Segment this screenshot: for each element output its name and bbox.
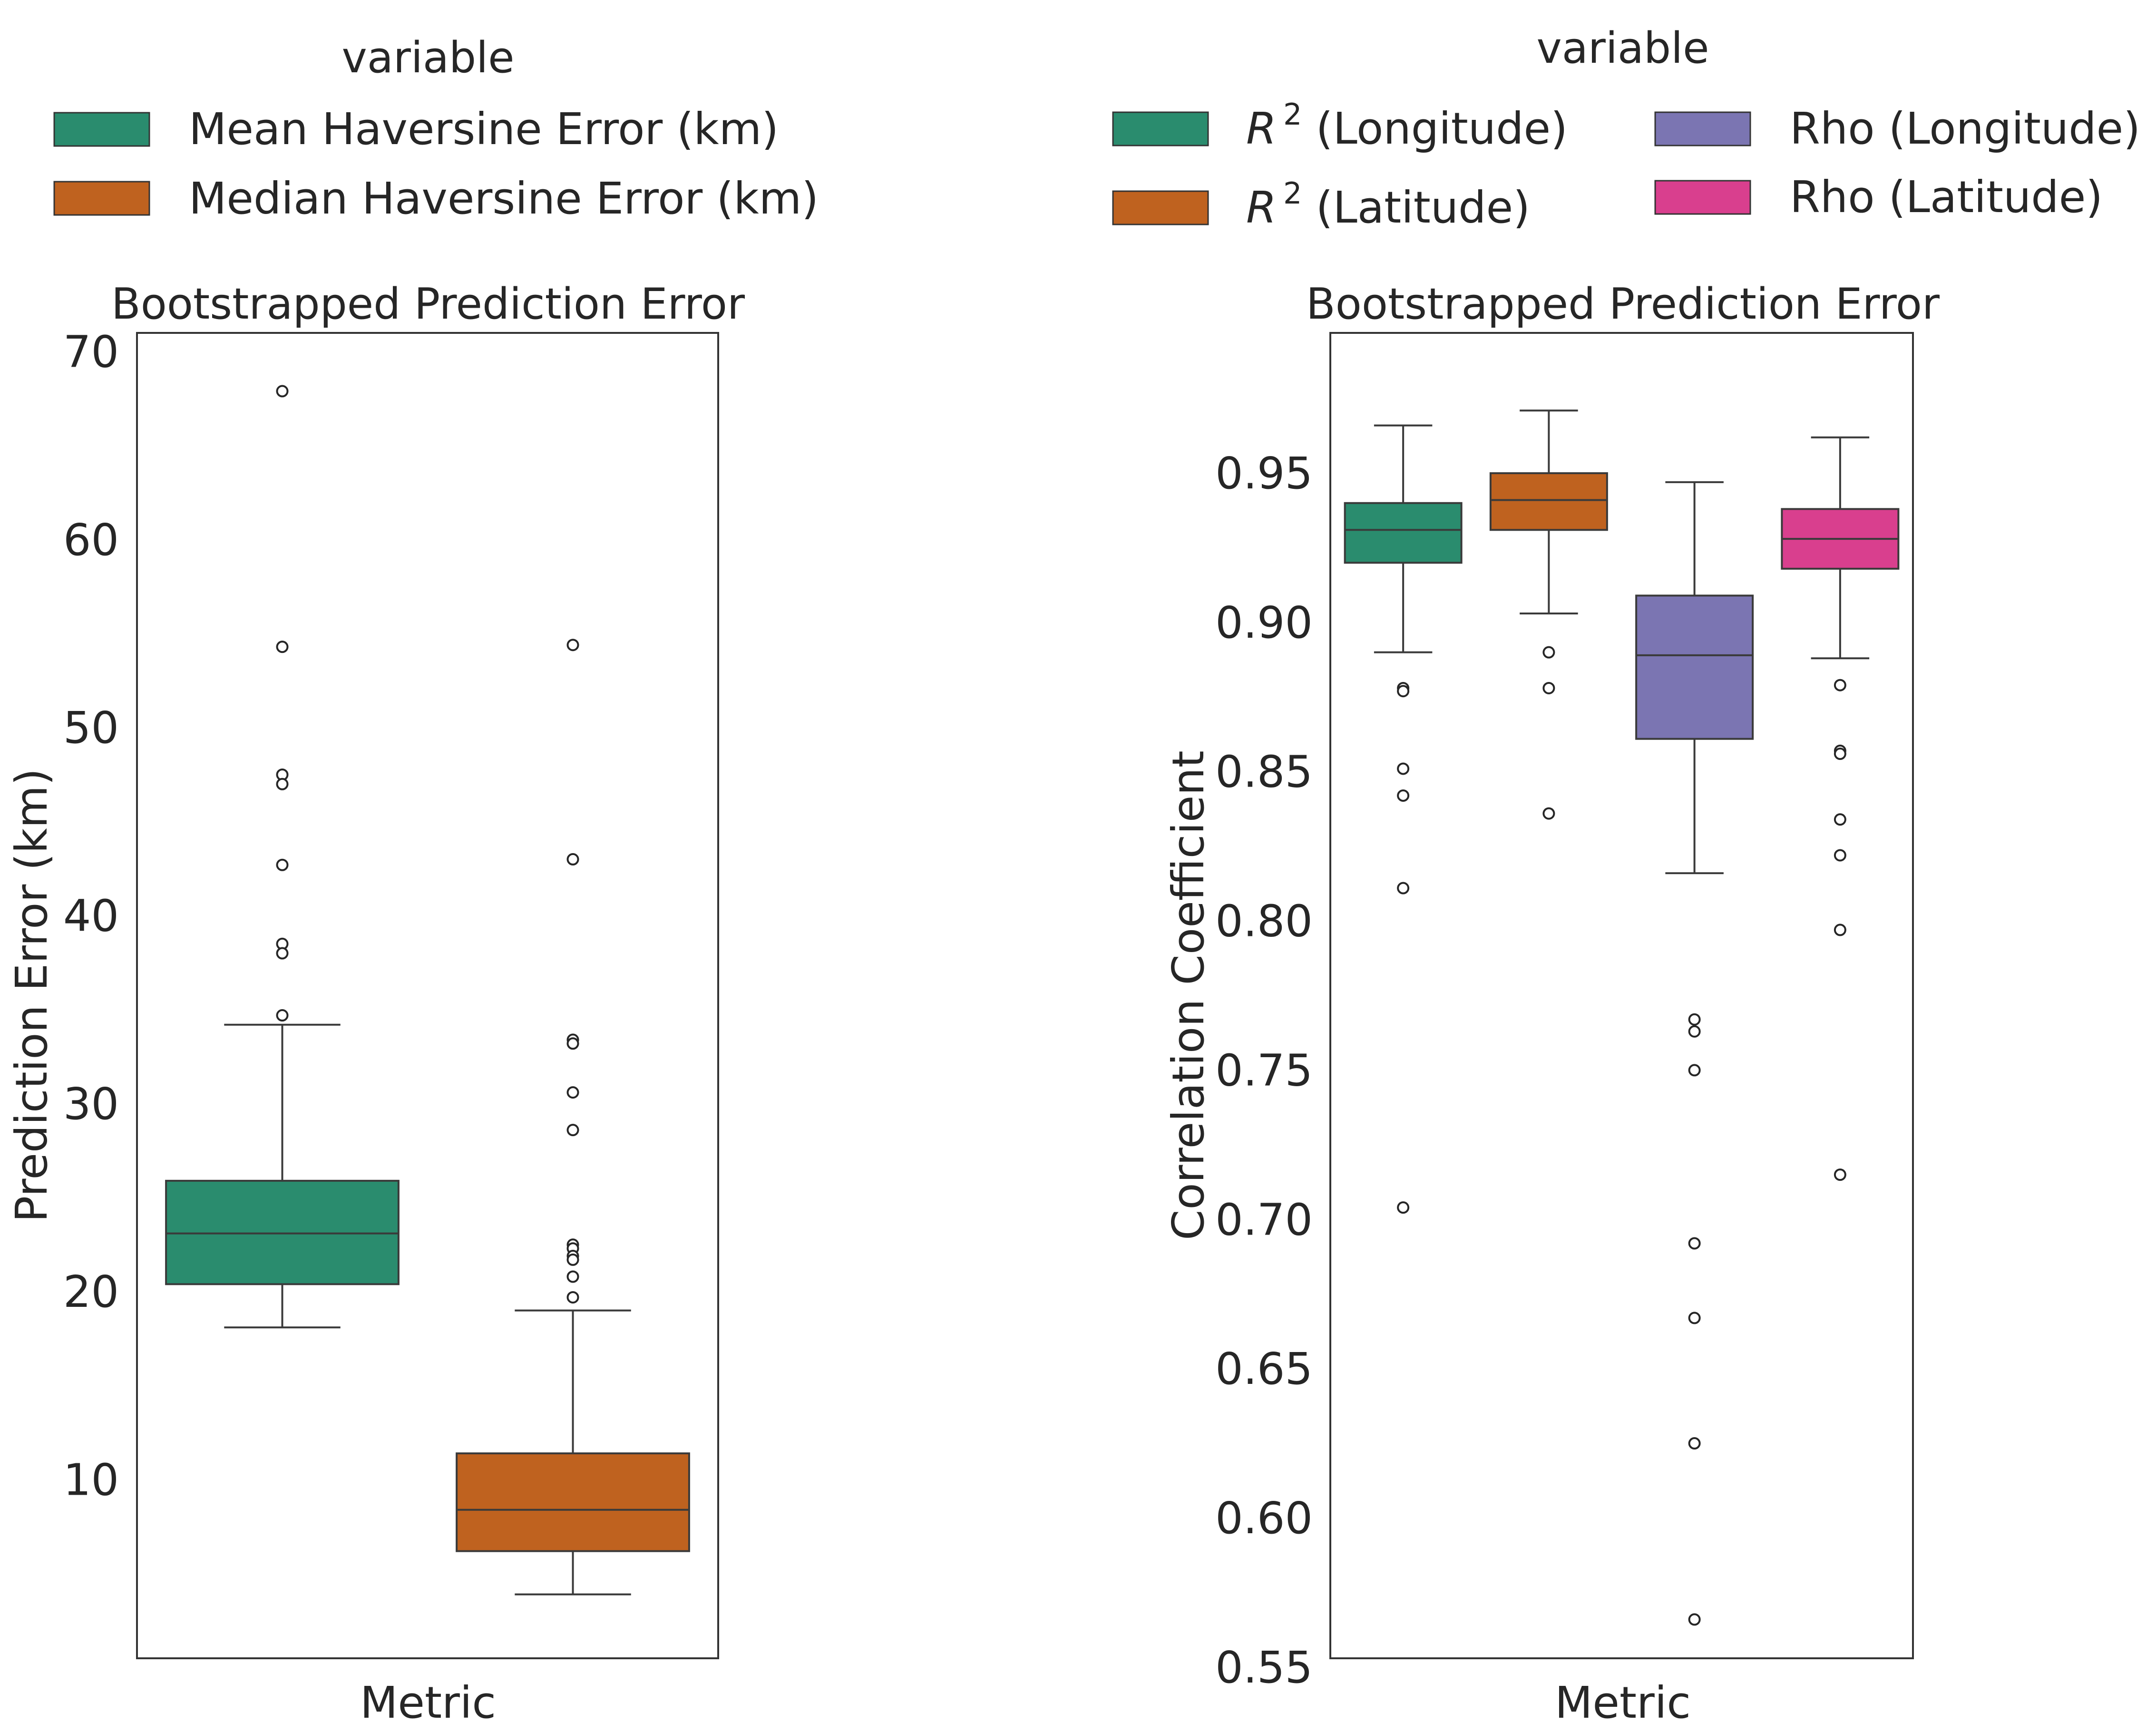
y-axis-ticks: 10 20 30 40 50 60 70 (63, 327, 119, 1506)
legend-title: variable (1536, 23, 1709, 73)
y-tick-label: 0.70 (1215, 1194, 1313, 1245)
outlier-point (1688, 1613, 1701, 1626)
legend-label-median: Median Haversine Error (km) (189, 173, 819, 224)
box-1 (456, 639, 690, 1596)
y-tick-label: 40 (63, 890, 119, 941)
outlier-point (1834, 748, 1846, 760)
outlier-point (1688, 1437, 1701, 1450)
y-axis-label: Correlation Coefficient (1163, 750, 1214, 1240)
iqr-box (456, 1452, 690, 1552)
legend-swatch-r2-longitude (1112, 111, 1209, 146)
box-plots (1344, 409, 1900, 1626)
legend-title: variable (341, 33, 514, 83)
chart-title: Bootstrapped Prediction Error (111, 279, 745, 329)
outlier-point (1542, 681, 1555, 694)
y-tick-label: 70 (63, 327, 119, 378)
y-tick-label: 0.55 (1215, 1642, 1313, 1693)
iqr-box (1344, 502, 1463, 564)
outlier-point (276, 947, 289, 960)
box-0 (1344, 424, 1463, 1214)
outlier-point (1688, 1237, 1701, 1250)
outlier-point (1688, 1064, 1701, 1077)
outlier-point (1397, 882, 1410, 895)
y-tick-label: 0.60 (1215, 1493, 1313, 1544)
outlier-point (276, 385, 289, 398)
outlier-point (566, 1086, 579, 1099)
legend-label-rho-latitude: Rho (Latitude) (1790, 172, 2103, 223)
y-tick-label: 0.85 (1215, 747, 1313, 798)
box-1 (1489, 409, 1608, 820)
chart-left: variable Mean Haversine Error (km) Media… (6, 33, 819, 1728)
outlier-point (276, 1009, 289, 1022)
y-tick-label: 20 (63, 1266, 119, 1317)
outlier-point (566, 1253, 579, 1266)
y-tick-label: 0.80 (1215, 896, 1313, 947)
outlier-point (566, 853, 579, 866)
legend-swatch-median (53, 181, 150, 216)
outlier-point (566, 639, 579, 652)
outlier-point (1834, 849, 1846, 862)
outlier-point (276, 858, 289, 871)
outlier-point (1688, 1013, 1701, 1026)
legend-swatch-r2-latitude (1112, 190, 1209, 225)
y-tick-label: 0.90 (1215, 597, 1313, 648)
outlier-point (566, 1270, 579, 1283)
legend-label-rho-longitude: Rho (Longitude) (1790, 103, 2140, 154)
outlier-point (1542, 646, 1555, 659)
outlier-point (1397, 789, 1410, 802)
y-tick-label: 0.95 (1215, 448, 1313, 499)
outlier-point (566, 1124, 579, 1137)
outlier-point (566, 1291, 579, 1304)
legend-swatch-rho-longitude (1654, 111, 1751, 146)
y-tick-label: 0.65 (1215, 1343, 1313, 1394)
outlier-point (276, 778, 289, 790)
outlier-point (1834, 1168, 1846, 1181)
y-tick-label: 30 (63, 1079, 119, 1129)
chart-title: Bootstrapped Prediction Error (1306, 279, 1940, 329)
y-axis-ticks: 0.55 0.60 0.65 0.70 0.75 0.80 0.85 0.90 0.95 (1215, 448, 1313, 1693)
box-2 (1635, 481, 1754, 1626)
plot-frame (1329, 332, 1914, 1659)
y-tick-label: 50 (63, 702, 119, 753)
plot-frame (136, 332, 719, 1659)
box-plots (165, 385, 690, 1596)
outlier-point (1397, 685, 1410, 698)
y-tick-label: 60 (63, 515, 119, 565)
legend-left: variable Mean Haversine Error (km) Media… (53, 33, 819, 224)
outlier-point (1834, 813, 1846, 826)
x-axis-label: Metric (1555, 1677, 1691, 1728)
box-0 (165, 385, 400, 1329)
outlier-point (1834, 924, 1846, 936)
y-axis-label: Prediction Error (km) (6, 769, 57, 1222)
outlier-point (1688, 1312, 1701, 1324)
legend-label-mean: Mean Haversine Error (km) (189, 104, 779, 155)
outlier-point (1834, 679, 1846, 691)
legend-swatch-mean (53, 112, 150, 147)
iqr-box (1635, 594, 1754, 740)
outlier-point (276, 641, 289, 653)
iqr-box (1489, 472, 1608, 531)
y-tick-label: 10 (63, 1454, 119, 1505)
legend-swatch-rho-latitude (1654, 180, 1751, 215)
box-3 (1781, 436, 1900, 1181)
outlier-point (566, 1037, 579, 1050)
outlier-point (1688, 1025, 1701, 1038)
outlier-point (1542, 807, 1555, 820)
outlier-point (1397, 762, 1410, 775)
x-axis-label: Metric (360, 1677, 496, 1728)
outlier-point (1397, 1201, 1410, 1214)
y-tick-label: 0.75 (1215, 1045, 1313, 1096)
